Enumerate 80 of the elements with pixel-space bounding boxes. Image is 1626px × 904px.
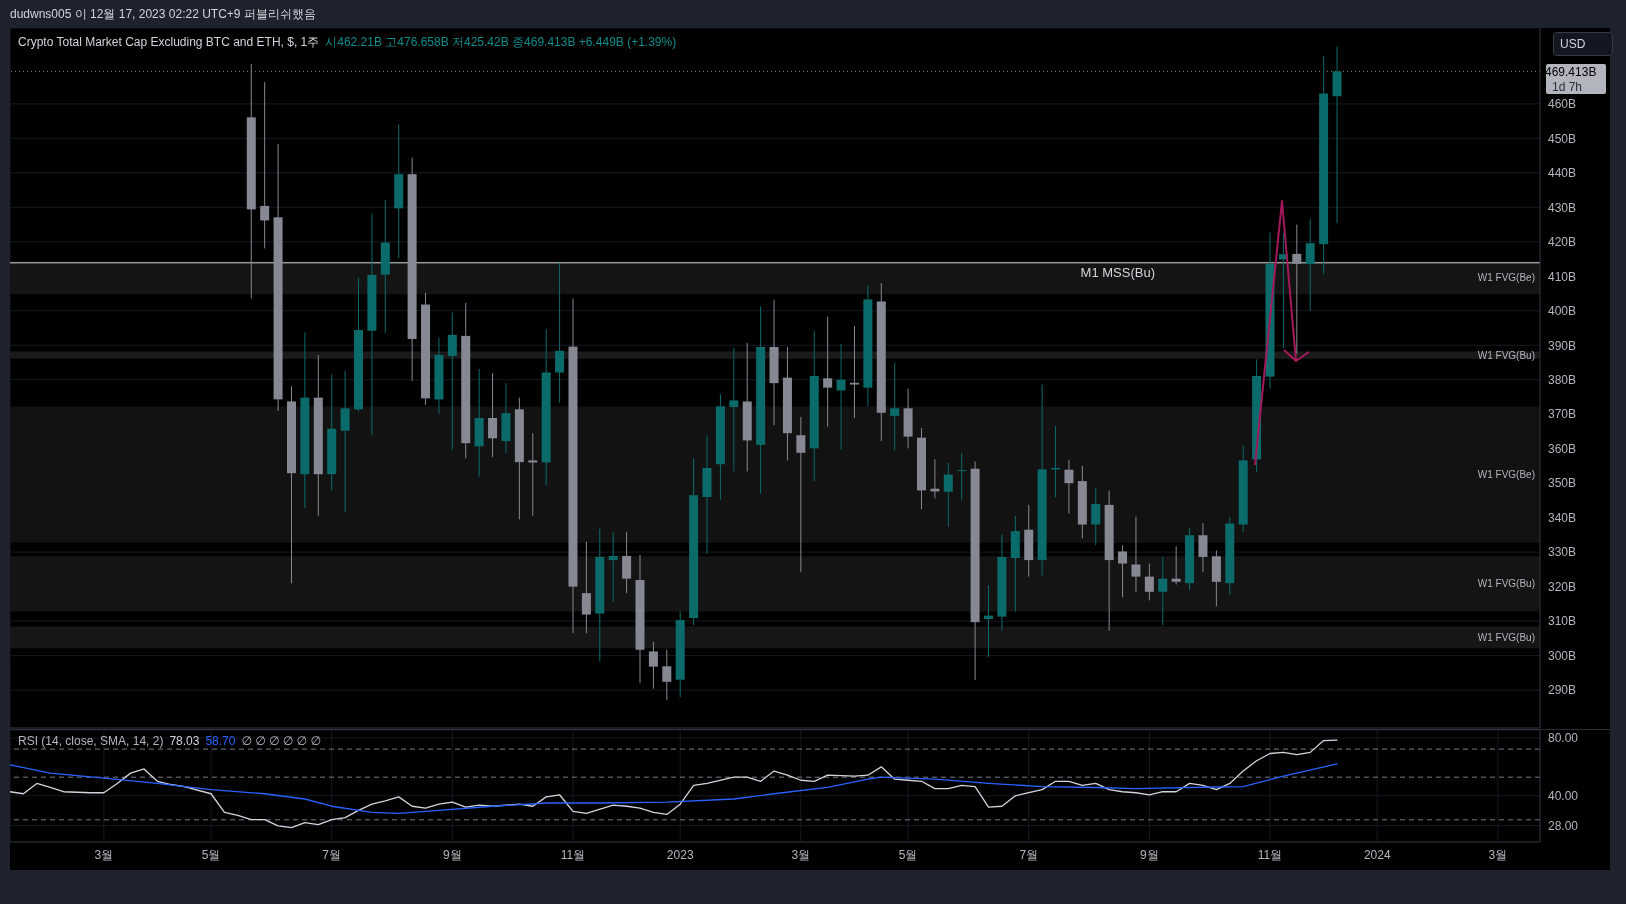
y-tick-label: 410B	[1548, 269, 1577, 284]
x-tick-label: 9월	[443, 847, 462, 862]
candlestick	[1131, 516, 1141, 593]
text: 1d 7h	[1552, 80, 1583, 94]
y-tick-label: 430B	[1548, 200, 1577, 215]
x-tick-label: 9월	[1140, 847, 1159, 862]
candlestick	[1171, 545, 1181, 586]
y-tick-label: 340B	[1548, 510, 1577, 525]
text: 시462.21B 고476.658B 저425.42B 종469.413B +6.449B (+1.39%)	[325, 35, 677, 49]
chart-title: RSI (14, close, SMA, 14, 2)	[18, 734, 164, 748]
candlestick	[528, 432, 538, 517]
y-tick-label: 450B	[1548, 131, 1577, 146]
annotation: ∅ ∅ ∅ ∅ ∅ ∅	[241, 734, 321, 748]
candlestick	[662, 649, 672, 701]
y-tick-label: 390B	[1548, 338, 1577, 353]
chart-title: Crypto Total Market Cap Excluding BTC and ETH, $, 1주	[18, 35, 320, 49]
y-tick-label: 420B	[1548, 235, 1577, 250]
candlestick	[1198, 522, 1208, 573]
candlestick	[890, 362, 900, 452]
candlestick	[648, 641, 658, 690]
candlestick	[581, 541, 591, 634]
band-label: W1 FVG(Be)	[1477, 272, 1535, 284]
x-tick-label: 2023	[666, 847, 694, 862]
y-tick-label: 310B	[1548, 614, 1577, 629]
x-tick-label: 3월	[94, 847, 114, 862]
y-tick-label: 460B	[1548, 97, 1577, 112]
ref-line-label: M1 MSS(Bu)	[1080, 265, 1155, 281]
y-tick-label: 440B	[1548, 166, 1577, 181]
candlestick	[943, 462, 953, 528]
y-tick-label: 330B	[1548, 545, 1577, 560]
candlestick	[260, 81, 270, 249]
line-series	[10, 763, 1338, 815]
y-tick-label: 28.00	[1548, 818, 1579, 833]
y-tick-label: 290B	[1548, 683, 1577, 698]
x-tick-label: 3월	[791, 847, 811, 862]
x-tick-label: 11월	[1257, 847, 1283, 862]
x-tick-label: 5월	[898, 847, 918, 862]
candlestick	[1144, 563, 1154, 601]
x-tick-label: 11월	[560, 847, 586, 862]
y-tick-label: 370B	[1548, 407, 1577, 422]
x-tick-label: 7월	[322, 847, 342, 862]
band-label: W1 FVG(Bu)	[1477, 578, 1535, 590]
candlestick	[447, 311, 457, 451]
candlestick	[1158, 556, 1168, 626]
annotation: 78.03	[169, 734, 200, 748]
candlestick	[608, 531, 618, 603]
candlestick	[823, 316, 833, 428]
y-tick-label: 350B	[1548, 476, 1577, 491]
candlestick	[836, 343, 846, 451]
band-label: W1 FVG(Bu)	[1477, 349, 1535, 361]
candlestick	[1091, 487, 1101, 546]
y-tick-label: 300B	[1548, 648, 1577, 663]
text: USD	[1553, 32, 1613, 56]
y-tick-label: 400B	[1548, 304, 1577, 319]
candlestick	[1118, 544, 1128, 598]
candlestick	[1292, 224, 1302, 355]
band-label: W1 FVG(Be)	[1477, 469, 1535, 481]
x-tick-label: 2024	[1363, 847, 1391, 862]
y-tick-label: 360B	[1548, 441, 1577, 456]
candlestick	[340, 370, 350, 513]
annotation: 58.70	[205, 734, 236, 748]
y-tick-label: 380B	[1548, 372, 1577, 387]
y-tick-label: 80.00	[1548, 731, 1579, 746]
y-tick-label: 320B	[1548, 579, 1577, 594]
x-tick-label: 3월	[1488, 847, 1508, 862]
x-tick-label: 7월	[1019, 847, 1039, 862]
text: dudwns005 이 12월 17, 2023 02:22 UTC+9 퍼블리쉬했음	[10, 6, 316, 23]
y-tick-label: 40.00	[1548, 789, 1579, 804]
candlestick	[849, 325, 859, 419]
candlestick	[622, 531, 632, 594]
ref-line-label: 469.413B	[1545, 64, 1597, 79]
candlestick	[555, 262, 565, 404]
candlestick	[957, 452, 967, 501]
candlestick	[1064, 459, 1074, 515]
x-tick-label: 5월	[201, 847, 221, 862]
candlestick	[796, 416, 806, 573]
candlestick	[488, 372, 498, 458]
band-label: W1 FVG(Bu)	[1477, 632, 1535, 644]
candlestick	[729, 347, 739, 472]
candlestick	[1305, 218, 1315, 312]
